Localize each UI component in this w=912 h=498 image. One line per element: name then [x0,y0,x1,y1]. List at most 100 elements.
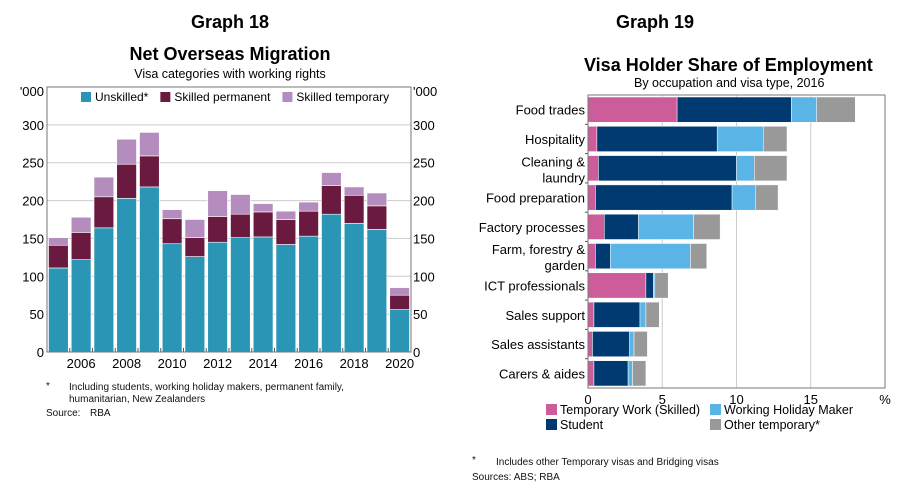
y-tick-label-right: 100 [413,269,435,284]
bar-segment-skilled-temporary [139,132,160,157]
x-tick-label: 2008 [112,356,141,371]
category-label: Hospitality [525,132,585,147]
x-tick-label: 15 [804,392,818,407]
bar-segment-unskilled [48,267,69,353]
bar-segment-skilled-temporary [161,209,183,220]
bar-segment-unskilled [366,229,388,353]
bar-segment-skilled-permanent [298,210,319,237]
bar-segment-skilled-temporary [343,186,365,196]
bar-segment-other-temporary [654,272,669,299]
bar-segment-other-temporary [632,360,647,387]
bar-segment-student [598,155,737,182]
bar-segment-student [593,301,641,328]
bar-segment-student [645,272,654,299]
category-label: Food preparation [486,191,585,206]
bar-segment-skilled-permanent [116,163,137,199]
graph18-footnote-line2: humanitarian, New Zealanders [69,394,206,405]
category-label: Food trades [516,103,586,118]
bar-segment-working-holiday-maker [610,243,691,270]
bar-segment-unskilled [161,243,183,353]
bar-segment-other-temporary [755,184,779,211]
bar-segment-unskilled [116,198,137,353]
bar-segment-skilled-permanent [366,205,388,230]
legend-label: Other temporary* [724,418,820,432]
bar-segment-student [676,96,792,123]
bar-segment-temporary-work-skilled [587,126,598,152]
graph18-label: Graph 18 [190,12,270,32]
legend-swatch [160,92,171,102]
bar-segment-skilled-permanent [207,216,228,243]
x-tick-label: 2010 [158,356,187,371]
graph19-footnote: Includes other Temporary visas and Bridg… [496,457,719,468]
graph18-source: RBA [90,408,111,419]
bar-segment-skilled-permanent [252,211,274,238]
bar-segment-other-temporary [645,301,660,328]
legend-label: Student [560,418,604,432]
bar-segment-unskilled [184,256,206,353]
y-tick-label-left: 250 [22,156,44,171]
y-tick-label-left: 300 [22,118,44,133]
category-label: garden [545,258,585,273]
bar-segment-skilled-permanent [161,218,183,245]
bar-segment-temporary-work-skilled [587,184,596,211]
bar-segment-skilled-temporary [366,192,388,207]
graph18-subtitle: Visa categories with working rights [134,67,326,81]
bar-segment-skilled-temporary [230,194,251,215]
bar-segment-skilled-permanent [321,185,342,215]
bar-segment-temporary-work-skilled [587,243,596,270]
bar-segment-temporary-work-skilled [587,213,605,240]
bar-segment-unskilled [389,309,410,353]
bar-segment-working-holiday-maker [639,301,647,328]
graph18-footnote-marker: * [46,381,50,392]
legend-swatch [710,404,721,415]
y-tick-label-right: 150 [413,231,435,246]
y-tick-label-left: 150 [22,231,44,246]
x-tick-label: 10 [729,392,743,407]
x-tick-label: 5 [659,392,666,407]
bar-segment-skilled-permanent [343,194,365,224]
graph18-footnote-line1: Including students, working holiday make… [69,382,344,393]
category-label: Sales assistants [491,337,585,352]
bar-segment-skilled-temporary [184,219,206,238]
graph19-footnote-marker: * [472,455,476,466]
bar-segment-temporary-work-skilled [587,301,595,328]
legend-label: Unskilled* [95,90,149,104]
bar-segment-skilled-permanent [93,196,115,229]
bar-segment-unskilled [343,222,365,353]
bar-segment-working-holiday-maker [731,184,757,211]
x-tick-label: 2006 [67,356,96,371]
legend-label: Temporary Work (Skilled) [560,403,700,417]
category-label: Factory processes [479,220,586,235]
y-tick-label-right: 50 [413,307,427,322]
x-tick-label: 0 [584,392,591,407]
bar-segment-unskilled [298,235,319,353]
bar-segment-unskilled [207,241,228,353]
bar-segment-skilled-temporary [298,201,319,212]
bar-segment-temporary-work-skilled [587,155,599,182]
x-tick-label: 2020 [385,356,414,371]
legend-swatch [546,419,557,430]
bar-segment-unskilled [230,237,251,353]
bar-segment-other-temporary [762,126,788,152]
bar-segment-skilled-temporary [70,216,92,233]
bar-segment-skilled-permanent [230,213,251,238]
graph18-title: Net Overseas Migration [129,44,331,64]
y-tick-label-right: 200 [413,194,435,209]
category-label: laundry [542,170,585,185]
y-tick-label-left: 0 [37,345,44,360]
bar-segment-skilled-temporary [116,138,137,165]
bar-segment-student [595,184,733,211]
bar-segment-skilled-permanent [275,219,297,245]
bar-segment-skilled-permanent [48,244,69,269]
graph18-chart: 0 0 50 50 100 100 150 150 200 200 250 250 300 300 '000… [20,84,437,371]
bar-segment-student [595,243,611,270]
y-unit-left: '000 [20,84,44,99]
legend-swatch [81,92,91,102]
bar-segment-skilled-permanent [389,294,410,310]
bar-segment-working-holiday-maker [627,360,633,387]
legend-label: Working Holiday Maker [724,403,853,417]
graph18-source-label: Source: [46,408,81,419]
legend-label: Skilled permanent [174,90,271,104]
bar-segment-student [596,126,718,152]
bar-segment-other-temporary [690,243,708,270]
